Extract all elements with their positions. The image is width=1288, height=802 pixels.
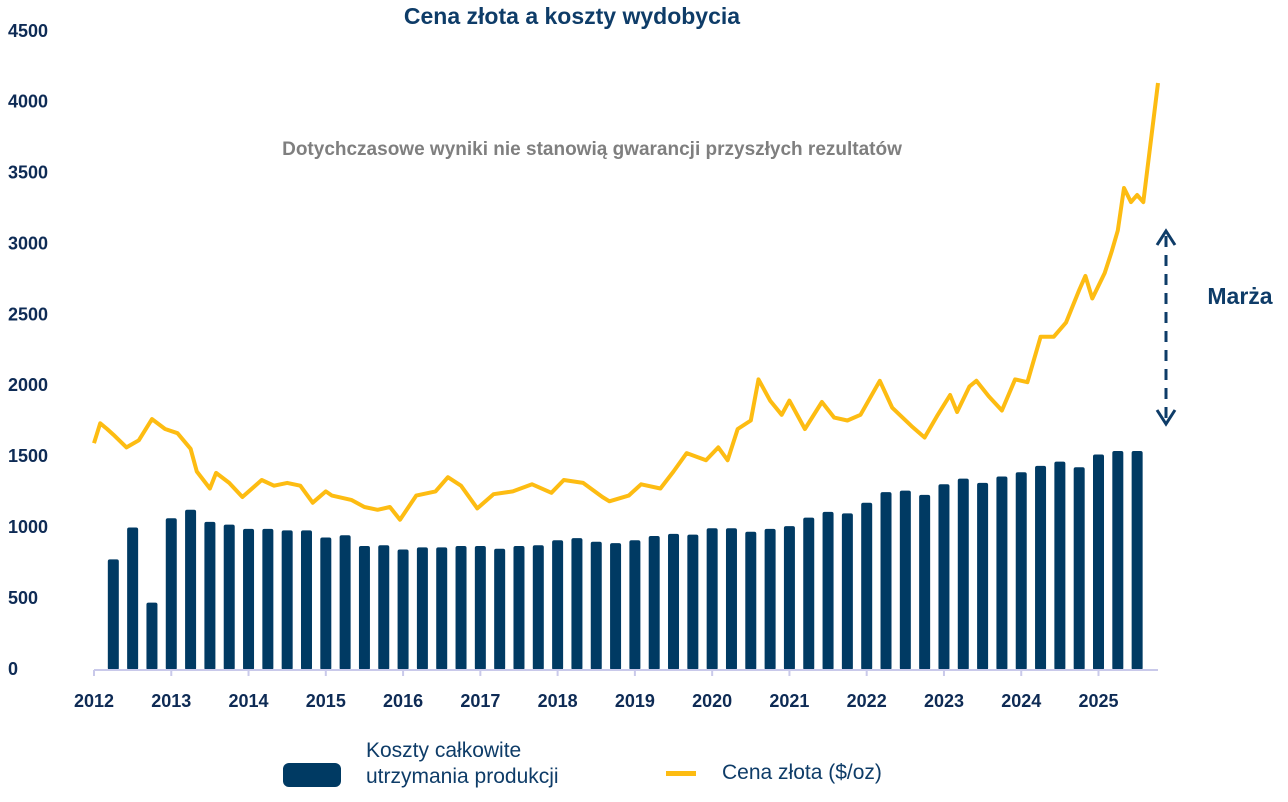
bar: [339, 535, 351, 670]
y-tick-label: 1500: [8, 446, 48, 466]
annotation: Dotychczasowe wyniki nie stanowią gwaran…: [282, 139, 902, 160]
bar: [919, 494, 931, 670]
bar: [532, 545, 544, 670]
bar: [107, 559, 119, 670]
bar: [822, 511, 834, 670]
x-tick-label: 2019: [615, 691, 655, 711]
bar: [590, 541, 602, 670]
bar: [494, 548, 506, 670]
bar: [803, 517, 815, 670]
arrow-head: [1155, 228, 1177, 246]
bar: [320, 537, 332, 670]
bar: [146, 602, 158, 670]
x-tick-label: 2017: [460, 691, 500, 711]
bar: [474, 545, 486, 670]
bar: [957, 478, 969, 670]
x-tick-label: 2025: [1078, 691, 1118, 711]
bar: [668, 533, 680, 670]
bar: [687, 534, 699, 670]
bar: [1073, 467, 1085, 670]
x-tick-label: 2020: [692, 691, 732, 711]
x-tick-label: 2023: [924, 691, 964, 711]
x-tick-label: 2014: [229, 691, 269, 711]
bar: [745, 531, 757, 670]
bar: [1054, 461, 1066, 670]
y-tick-label: 2000: [8, 375, 48, 395]
annotation: Marża: [1207, 283, 1272, 309]
x-tick-label: 2024: [1001, 691, 1041, 711]
y-tick-label: 2500: [8, 304, 48, 324]
bar: [783, 526, 795, 670]
plot: 0 500 1000 1500 2000 2500 3000 3500 4000 4500 2012…: [8, 21, 1160, 711]
bar: [996, 476, 1008, 670]
bar: [262, 528, 274, 670]
bar: [1093, 454, 1105, 670]
x-tick-label: 2018: [538, 691, 578, 711]
y-tick-label: 3000: [8, 233, 48, 253]
y-tick-label: 4000: [8, 92, 48, 112]
x-tick-label: 2012: [74, 691, 114, 711]
bar: [725, 528, 737, 670]
y-tick-label: 3500: [8, 163, 48, 183]
x-tick-label: 2021: [769, 691, 809, 711]
line: [92, 82, 1160, 522]
x-tick-label: 2013: [151, 691, 191, 711]
bar: [378, 545, 390, 670]
bar: [281, 530, 293, 670]
bar: [300, 530, 312, 670]
bar: [358, 545, 370, 670]
legend-label: Koszty całkowite utrzymania produkcji: [366, 739, 559, 788]
bar: [513, 545, 525, 670]
bar: [1131, 450, 1143, 670]
bar: [185, 509, 197, 670]
bar: [977, 482, 989, 670]
legend-swatch: [666, 771, 696, 776]
bar: [223, 524, 235, 670]
legend-label: Cena złota ($/oz): [722, 761, 882, 784]
bar: [455, 545, 467, 670]
y-tick-label: 1000: [8, 517, 48, 537]
bar: [416, 547, 428, 670]
bar: [1112, 450, 1124, 670]
bar: [204, 521, 216, 670]
arrow-head: [1155, 409, 1177, 427]
bar: [1035, 465, 1047, 670]
bar: [436, 547, 448, 670]
bar: [861, 502, 873, 670]
bar: [841, 513, 853, 670]
bar: [165, 518, 177, 670]
bar: [127, 527, 139, 670]
bar: [610, 543, 622, 670]
bar: [552, 540, 564, 670]
x-tick-label: 2015: [306, 691, 346, 711]
bar: [571, 538, 583, 670]
chart-title: Cena złota a koszty wydobycia: [404, 3, 740, 29]
y-tick-label: 500: [8, 588, 38, 608]
x-tick-label: 2016: [383, 691, 423, 711]
legend-swatch: [283, 763, 341, 787]
legend: Koszty całkowite utrzymania produkcji Ce…: [0, 732, 1288, 802]
bar: [706, 528, 718, 670]
bar: [243, 528, 255, 670]
x-tick-label: 2022: [847, 691, 887, 711]
bar: [880, 492, 892, 670]
y-tick-label: 0: [8, 659, 18, 679]
bar: [899, 490, 911, 670]
y-tick-label: 4500: [8, 21, 48, 41]
bar: [764, 528, 776, 670]
bar: [397, 549, 409, 670]
bar: [648, 536, 660, 670]
bar: [1015, 472, 1027, 670]
chart: Cena złota a koszty wydobycia Dotychczas…: [8, 3, 1273, 711]
bar: [629, 540, 641, 670]
bar: [938, 484, 950, 670]
